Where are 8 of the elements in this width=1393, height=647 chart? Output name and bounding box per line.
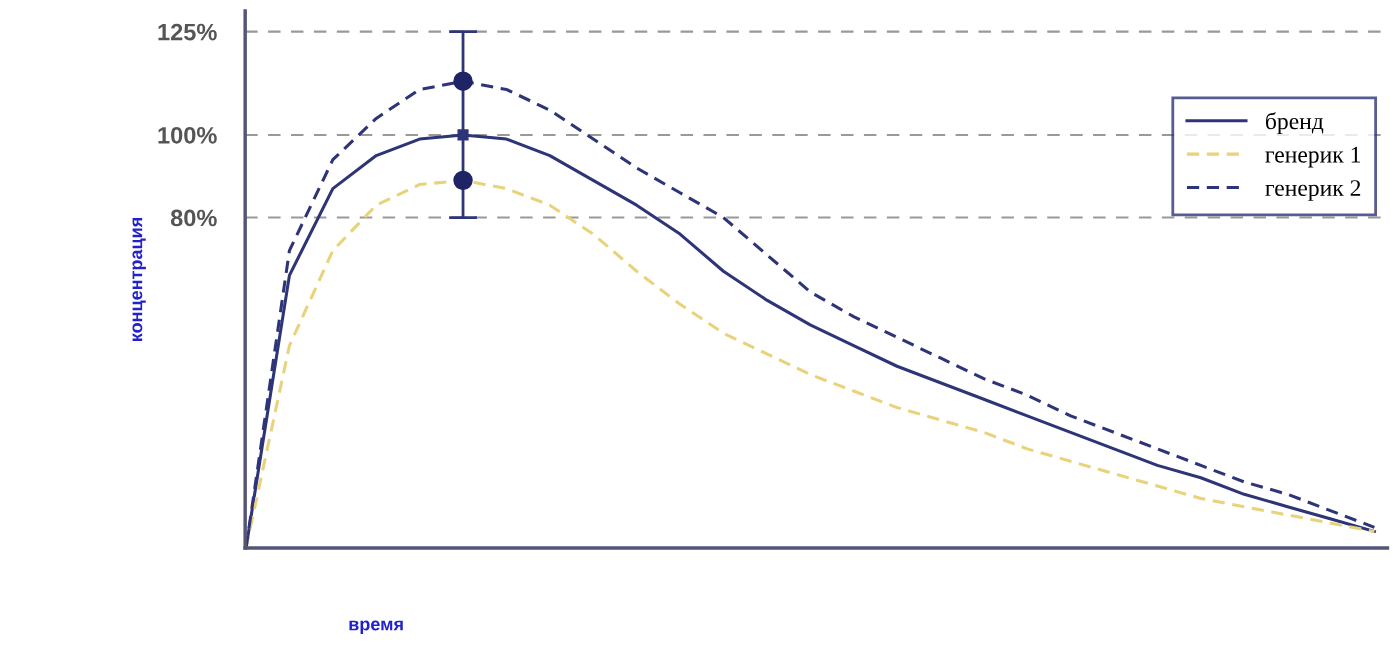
y-axis-title: концентрация (132, 218, 146, 341)
legend-label: генерик 1 (1265, 146, 1361, 168)
y-tick-label: 100% (158, 126, 217, 144)
legend-label: бренд (1265, 112, 1324, 135)
y-tick-label: 80% (170, 209, 217, 227)
y-tick-label: 125% (158, 23, 217, 41)
legend-label: генерик 2 (1265, 180, 1361, 201)
x-axis-title: время (349, 620, 403, 635)
